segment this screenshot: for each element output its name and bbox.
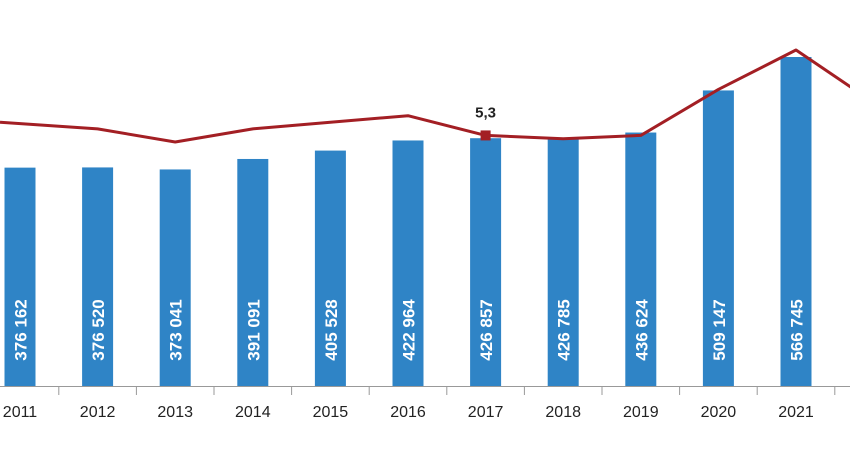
x-tick-label-2017: 2017	[468, 404, 504, 421]
x-tick-label-2014: 2014	[235, 404, 271, 421]
bar-value-label-2012: 376 520	[89, 299, 108, 360]
bar-value-label-2017: 426 857	[477, 299, 496, 360]
bar-2017	[470, 138, 502, 386]
bar-value-label-2015: 405 528	[322, 299, 341, 360]
bar-value-label-2014: 391 091	[244, 299, 263, 360]
bar-value-label-2016: 422 964	[400, 299, 419, 361]
bar-2013	[159, 169, 191, 386]
x-tick-label-2020: 2020	[701, 404, 737, 421]
line-markers	[480, 130, 491, 141]
bar-value-label-2018: 426 785	[555, 299, 574, 360]
line-series	[0, 48, 850, 144]
bar-2021	[780, 57, 812, 386]
x-tick-label-2021: 2021	[778, 404, 814, 421]
bar-series	[4, 57, 812, 386]
x-tick-label-2012: 2012	[80, 404, 116, 421]
x-tick-label-2019: 2019	[623, 404, 659, 421]
bar-value-label-2013: 373 041	[167, 299, 186, 360]
bar-value-label-2021: 566 745	[788, 299, 807, 360]
line-marker-2017	[480, 130, 491, 141]
bar-2015	[314, 150, 346, 386]
line-point-labels: 5,3	[475, 104, 496, 121]
bar-label-group: 376 162 376 520 373 041 391 091 405 528 422 9…	[12, 299, 807, 361]
bar-2011	[4, 167, 36, 386]
bar-2020	[702, 90, 734, 386]
x-axis-ticks	[58, 386, 836, 395]
bar-value-label-2020: 509 147	[710, 299, 729, 360]
bar-2014	[237, 158, 269, 386]
bar-value-label-2019: 436 624	[632, 299, 651, 361]
x-tick-label-2015: 2015	[313, 404, 349, 421]
x-tick-label-2018: 2018	[545, 404, 581, 421]
bar-2019	[625, 132, 657, 386]
line-value-label-2017: 5,3	[475, 104, 496, 121]
x-tick-label-2016: 2016	[390, 404, 426, 421]
bar-2012	[82, 167, 114, 386]
bar-value-label-2011: 376 162	[12, 299, 31, 360]
x-axis-tick-labels: 2011 2012 2013 2014 2015 2016 2017 2018 2019 2020…	[3, 404, 814, 421]
x-tick-label-2013: 2013	[157, 404, 193, 421]
bar-2016	[392, 140, 424, 386]
bar-2018	[547, 138, 579, 386]
x-tick-label-2011: 2011	[3, 404, 38, 421]
